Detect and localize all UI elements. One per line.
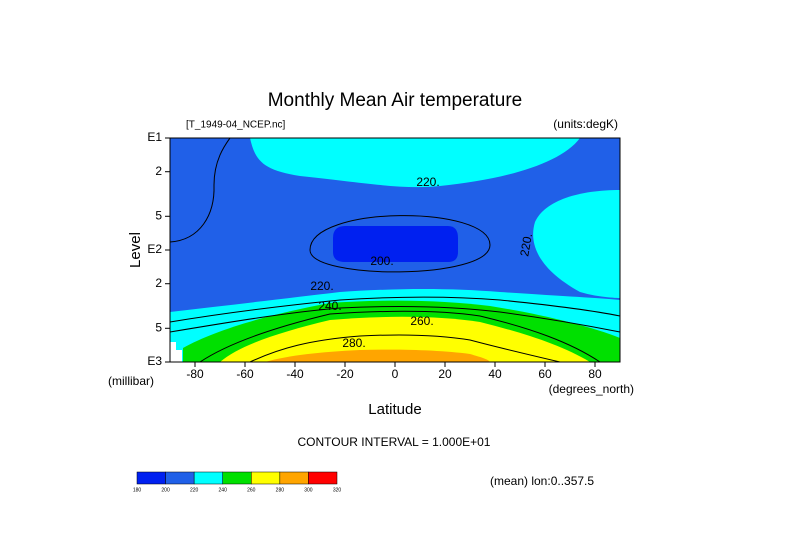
x-tick-label: 40 bbox=[488, 367, 502, 381]
contour-region bbox=[250, 138, 580, 188]
contour-label: 240. bbox=[318, 299, 341, 313]
contour-line bbox=[309, 215, 491, 273]
subtitle: [T_1949-04_NCEP.nc] bbox=[186, 120, 286, 131]
x-tick-label: 80 bbox=[588, 367, 602, 381]
y-tick-label: E3 bbox=[147, 354, 162, 368]
contour-region bbox=[533, 190, 620, 298]
colorbar-box bbox=[165, 471, 195, 485]
colorbar-label: 300 bbox=[304, 487, 313, 493]
y-tick-label: E2 bbox=[147, 242, 162, 256]
contour-label: 220. bbox=[416, 175, 439, 189]
colorbar-box bbox=[193, 471, 223, 485]
colorbar-box bbox=[308, 471, 338, 485]
contour-interval: CONTOUR INTERVAL = 1.000E+01 bbox=[298, 435, 491, 449]
colorbar-label: 220 bbox=[190, 487, 199, 493]
contour-line bbox=[169, 137, 231, 243]
y-tick-label: 2 bbox=[155, 164, 162, 178]
x-tick-label: 0 bbox=[392, 367, 399, 381]
colorbar-box bbox=[222, 471, 252, 485]
chart-title: Monthly Mean Air temperature bbox=[268, 90, 523, 111]
contour-line bbox=[169, 305, 621, 333]
colorbar-label: 200 bbox=[161, 487, 170, 493]
contour-region bbox=[220, 316, 590, 362]
footnote: (mean) lon:0..357.5 bbox=[490, 474, 594, 488]
colorbar-label: 240 bbox=[219, 487, 228, 493]
x-tick-label: -60 bbox=[236, 367, 254, 381]
colorbar-label: 320 bbox=[333, 487, 342, 493]
y-axis-label: Level bbox=[127, 232, 144, 268]
contour-line bbox=[169, 296, 621, 323]
contour-region bbox=[265, 349, 490, 362]
colorbar-box bbox=[136, 471, 166, 485]
contour-line bbox=[199, 310, 601, 363]
contour-label: 220. bbox=[517, 232, 535, 257]
contour-region bbox=[333, 226, 458, 262]
contour-missing bbox=[170, 342, 182, 362]
y-axis-units: (millibar) bbox=[108, 374, 154, 388]
x-tick-label: 60 bbox=[538, 367, 552, 381]
colorbar-box bbox=[251, 471, 281, 485]
contour-fill bbox=[169, 137, 621, 363]
x-tick-label: -20 bbox=[336, 367, 354, 381]
colorbar-label: 280 bbox=[276, 487, 285, 493]
y-tick-label: 5 bbox=[155, 208, 162, 222]
y-tick-label: E1 bbox=[147, 130, 162, 144]
x-axis-units: (degrees_north) bbox=[549, 382, 634, 396]
x-axis-label: Latitude bbox=[368, 401, 421, 418]
contour-label: 220. bbox=[310, 279, 333, 293]
colorbar-label: 180 bbox=[133, 487, 142, 493]
contour-label: 260. bbox=[410, 314, 433, 328]
units: (units:degK) bbox=[553, 117, 618, 131]
x-tick-label: 20 bbox=[438, 367, 452, 381]
colorbar-box bbox=[279, 471, 309, 485]
colorbar-label: 260 bbox=[247, 487, 256, 493]
y-tick-label: 5 bbox=[155, 320, 162, 334]
contour-label: 280. bbox=[342, 336, 365, 350]
contour-label: 200. bbox=[370, 254, 393, 268]
y-tick-label: 2 bbox=[155, 276, 162, 290]
x-tick-label: -80 bbox=[186, 367, 204, 381]
x-tick-label: -40 bbox=[286, 367, 304, 381]
contour-line bbox=[249, 334, 561, 363]
